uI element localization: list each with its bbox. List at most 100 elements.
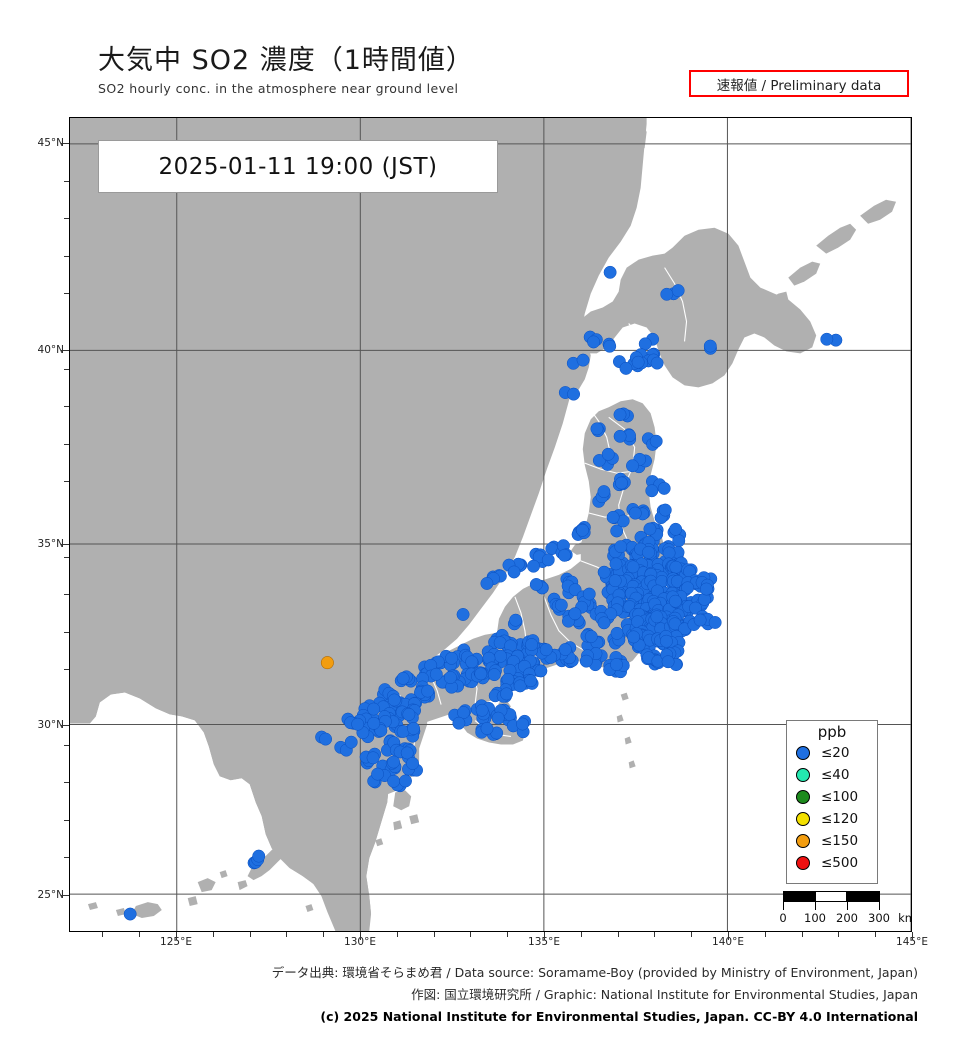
station-dot-elevated	[320, 656, 334, 670]
x-majortick-130e	[360, 932, 361, 940]
y-minor-tick-1	[64, 180, 69, 182]
scale-label-300: 300	[868, 911, 890, 925]
station-dot	[399, 774, 412, 788]
station-dot	[500, 687, 513, 701]
station-dot	[615, 476, 628, 490]
footer-copyright: (c) 2025 National Institute for Environm…	[320, 1009, 918, 1024]
station-dot	[513, 679, 527, 693]
station-dot	[601, 447, 615, 461]
x-minor-tick-8	[470, 932, 472, 937]
station-dot	[693, 613, 707, 627]
izu-isl-3	[624, 736, 632, 745]
legend-swatch-4	[796, 834, 810, 848]
x-minor-tick-7	[433, 932, 435, 937]
station-dot	[603, 339, 617, 353]
kuril-mid3	[754, 311, 769, 324]
footer: データ出典: 環境省そらまめ君 / Data source: Soramame-…	[0, 962, 980, 1028]
miyako	[187, 896, 198, 907]
legend-rows: ≤20 ≤40 ≤100 ≤120 ≤150 ≤500	[787, 742, 877, 874]
y-minor-tick-4	[64, 293, 69, 295]
station-dot	[657, 481, 671, 495]
station-dot	[525, 638, 539, 652]
y-majortick-25n	[61, 895, 69, 896]
izu-isl-4	[628, 760, 636, 769]
station-dot	[524, 674, 538, 688]
yaeyama-small	[115, 908, 126, 917]
station-dot	[650, 356, 664, 370]
station-dot	[649, 434, 663, 448]
station-dot	[614, 540, 628, 554]
station-dot	[387, 693, 401, 707]
x-minor-tick-16	[764, 932, 766, 937]
y-minor-tick-8	[64, 443, 69, 445]
x-minor-tick-12	[617, 932, 619, 937]
station-dot	[587, 335, 600, 349]
station-dot	[402, 707, 416, 721]
station-dot	[429, 667, 443, 681]
legend-swatch-2	[796, 790, 810, 804]
x-majortick-145e	[912, 932, 913, 940]
x-minor-tick-19	[875, 932, 877, 937]
legend-swatch-3	[796, 812, 810, 826]
y-minor-tick-14	[64, 669, 69, 671]
y-majortick-40n	[61, 350, 69, 351]
station-dot	[516, 717, 529, 731]
y-tick-45n: 45°N	[37, 137, 64, 149]
station-dot	[668, 594, 682, 608]
station-dot	[529, 578, 543, 591]
station-dot	[661, 655, 675, 669]
station-dot	[367, 716, 381, 730]
station-dot	[608, 574, 622, 588]
taiwan-tip	[197, 878, 216, 893]
station-dot	[820, 332, 834, 346]
legend-label-3: ≤120	[821, 811, 859, 827]
legend-box: ppb ≤20 ≤40 ≤100 ≤120 ≤150 ≤500	[786, 720, 878, 884]
station-dot	[407, 722, 421, 735]
kuril-far	[860, 199, 897, 224]
station-dot	[443, 671, 457, 684]
station-dot	[509, 613, 523, 627]
station-dot	[626, 459, 639, 473]
legend-row-1: ≤40	[787, 764, 877, 786]
yakushima	[393, 820, 403, 831]
sakhalin	[618, 118, 647, 158]
station-dot	[638, 337, 652, 351]
legend-row-4: ≤150	[787, 830, 877, 852]
station-dot	[681, 581, 695, 595]
station-dot	[576, 353, 590, 367]
station-dot	[703, 339, 717, 353]
ryukyu-3	[341, 880, 350, 889]
station-dot	[123, 907, 137, 921]
kuril-mid2	[768, 291, 789, 308]
station-dot	[371, 767, 385, 781]
yonaguni	[87, 902, 98, 911]
scale-tick-300	[879, 891, 880, 910]
station-dot	[671, 284, 685, 298]
x-tick-140e: 140°E	[712, 936, 744, 948]
station-dots-layer	[123, 265, 843, 921]
station-dot	[568, 607, 582, 621]
y-minor-tick-7	[64, 406, 69, 408]
legend-label-0: ≤20	[821, 745, 850, 761]
station-dot	[387, 774, 401, 788]
station-dot	[597, 565, 611, 579]
x-minor-tick-14	[691, 932, 693, 937]
x-minor-tick-11	[580, 932, 582, 937]
station-dot	[590, 422, 604, 436]
map-plot-area[interactable]: 2025-01-11 19:00 (JST) ppb ≤20 ≤40 ≤100 ≤12…	[69, 117, 912, 932]
kuril-tiny	[728, 319, 739, 328]
yellow-sea	[70, 692, 336, 931]
station-dot	[541, 553, 555, 567]
station-dot	[642, 545, 655, 559]
station-dot	[689, 601, 702, 615]
station-dot	[660, 287, 674, 301]
preliminary-data-label: 速報値 / Preliminary data	[716, 77, 882, 94]
station-dot	[619, 361, 633, 375]
station-dot	[659, 634, 673, 648]
y-minor-tick-6	[64, 368, 69, 370]
asian-continent	[70, 118, 647, 931]
station-dot	[491, 711, 505, 725]
station-dot	[603, 265, 617, 279]
kuril-small	[744, 327, 753, 336]
station-dot	[421, 684, 435, 698]
